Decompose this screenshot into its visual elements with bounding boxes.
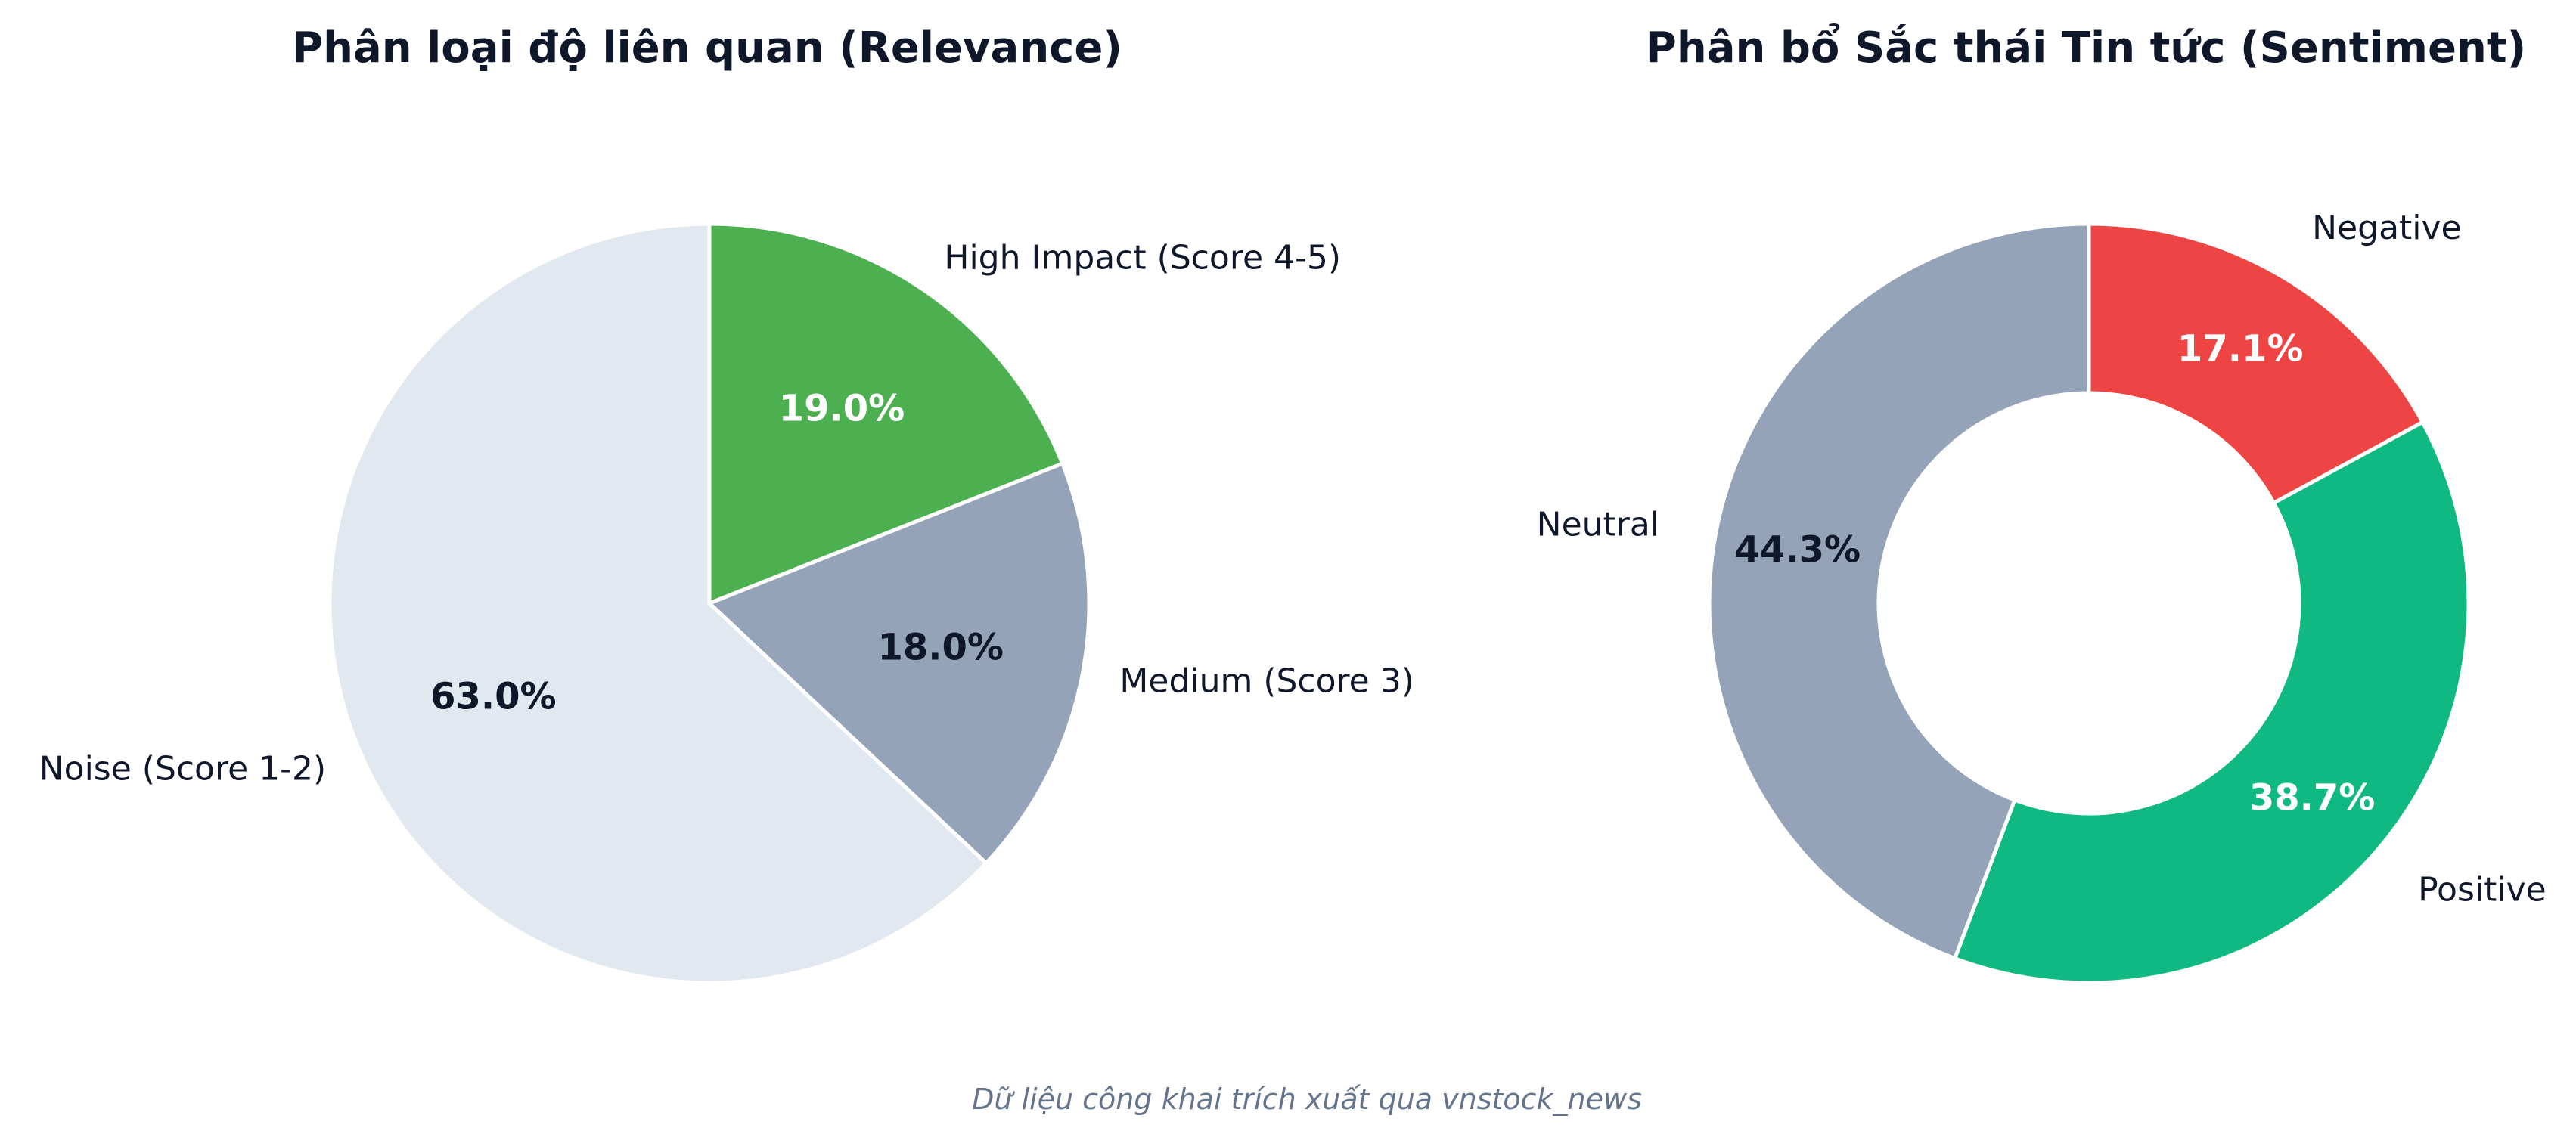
slice-medium-score-3 xyxy=(707,461,1091,866)
sentiment-donut-chart: Phân bổ Sắc thái Tin tức (Sentiment) 17.… xyxy=(1537,23,2547,985)
relevance-chart-title: Phân loại độ liên quan (Relevance) xyxy=(292,23,1122,73)
slice-positive xyxy=(1953,420,2471,985)
value-label-noise-score-1-2: 63.0% xyxy=(430,676,557,718)
sentiment-chart-title: Phân bổ Sắc thái Tin tức (Sentiment) xyxy=(1646,23,2526,73)
value-label-medium-score-3: 18.0% xyxy=(877,626,1004,668)
value-label-negative: 17.1% xyxy=(2177,327,2304,370)
data-source-footer: Dữ liệu công khai trích xuất qua vnstock… xyxy=(972,1083,1642,1116)
relevance-pie: 19.0% High Impact (Score 4-5) 18.0% Medium … xyxy=(39,222,1414,985)
category-label-neutral: Neutral xyxy=(1537,505,1659,544)
category-label-high-impact-score-4-5: High Impact (Score 4-5) xyxy=(944,238,1341,277)
category-label-medium-score-3: Medium (Score 3) xyxy=(1119,662,1414,700)
slice-noise-score-1-2 xyxy=(327,222,989,985)
relevance-pie-chart: Phân loại độ liên quan (Relevance) 19.0%… xyxy=(39,23,1414,985)
sentiment-donut: 17.1% Negative 38.7% Positive 44.3% Neutral xyxy=(1537,209,2547,985)
value-label-high-impact-score-4-5: 19.0% xyxy=(779,388,905,430)
category-label-positive: Positive xyxy=(2418,870,2547,909)
value-label-neutral: 44.3% xyxy=(1735,529,1861,572)
slice-neutral xyxy=(1707,222,2091,961)
slice-negative xyxy=(2087,222,2425,505)
slice-high-impact-score-4-5 xyxy=(707,222,1065,606)
value-label-positive: 38.7% xyxy=(2249,776,2376,819)
category-label-noise-score-1-2: Noise (Score 1-2) xyxy=(39,749,326,788)
category-label-negative: Negative xyxy=(2312,209,2461,247)
